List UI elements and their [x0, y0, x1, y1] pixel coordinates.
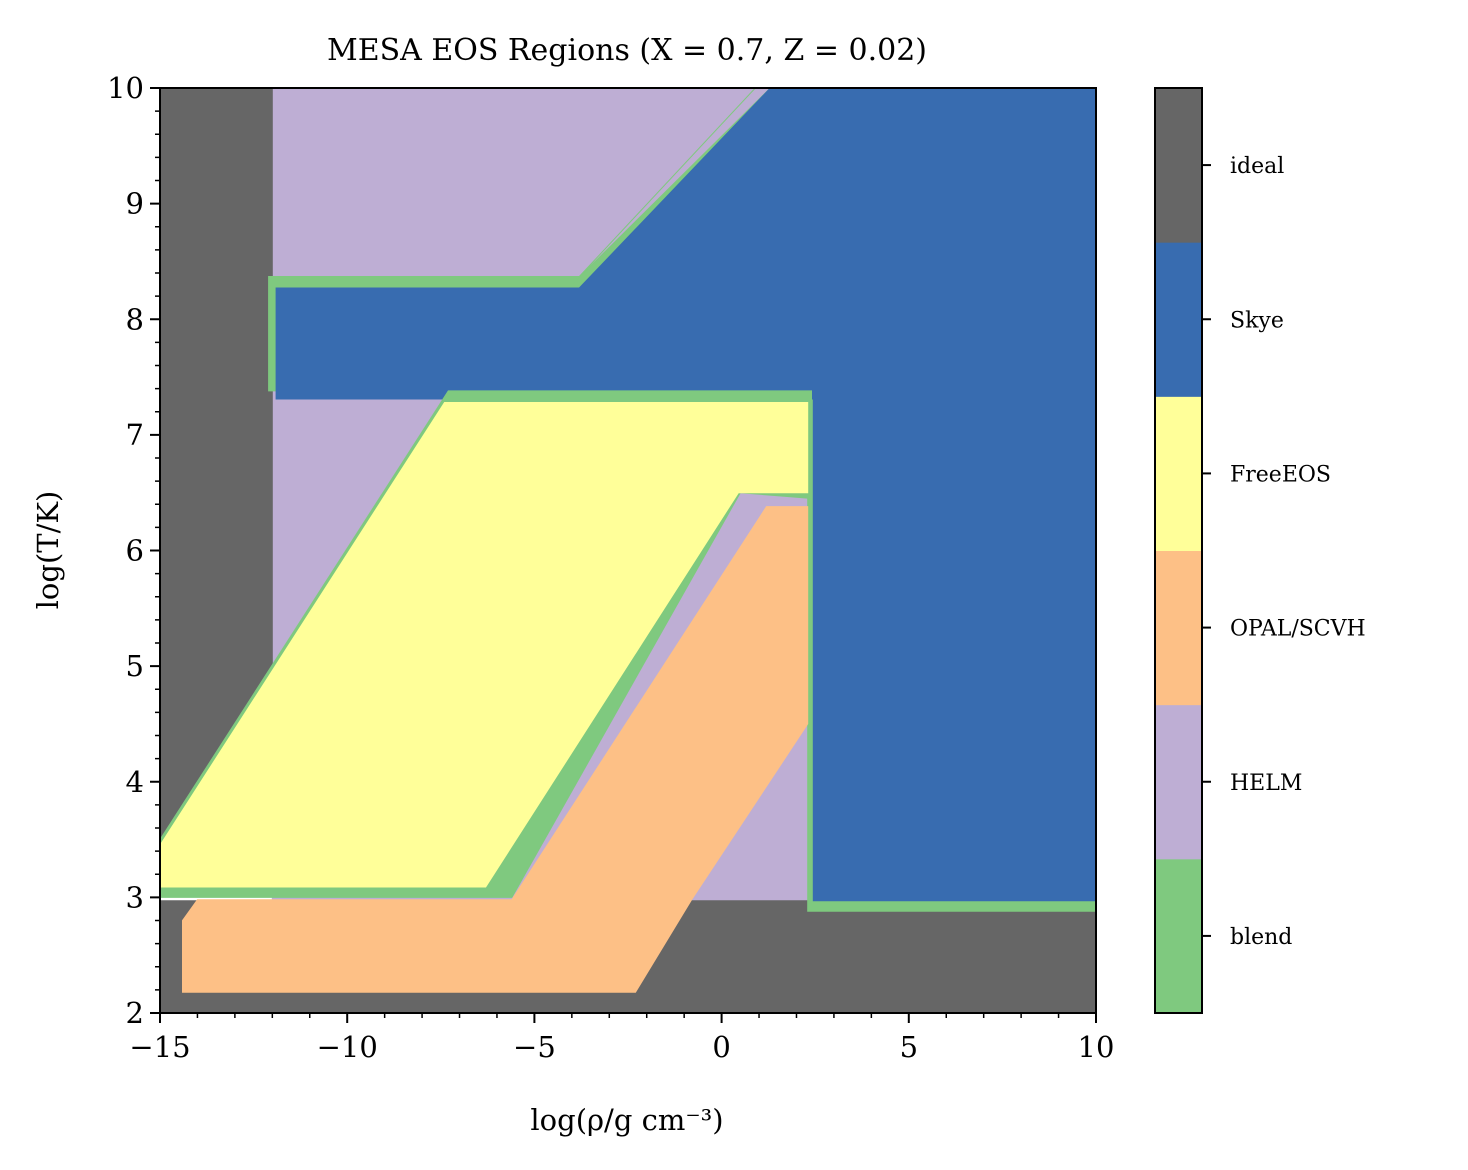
x-tick-label: −10	[317, 1030, 378, 1064]
colorbar-label: ideal	[1230, 154, 1284, 179]
chart-title: MESA EOS Regions (X = 0.7, Z = 0.02)	[327, 33, 927, 68]
colorbar-swatch-blend	[1155, 858, 1202, 1014]
colorbar-label: FreeEOS	[1230, 462, 1331, 487]
colorbar-swatch-helm	[1155, 704, 1202, 860]
region-skye-4	[275, 88, 1096, 902]
y-tick-label: 6	[126, 534, 144, 568]
y-tick-label: 2	[126, 996, 144, 1030]
y-tick-label: 3	[126, 880, 144, 914]
colorbar-label: blend	[1230, 925, 1292, 950]
colorbar-swatch-freeeos	[1155, 396, 1202, 551]
colorbar-swatch-ideal	[1155, 88, 1202, 243]
y-axis-label: log(T/K)	[31, 491, 65, 610]
y-tick-label: 4	[126, 765, 144, 799]
x-tick-label: −15	[129, 1030, 190, 1064]
colorbar-label: OPAL/SCVH	[1230, 617, 1366, 642]
colorbar-swatch-opal-scvh	[1155, 550, 1202, 706]
x-tick-label: −5	[513, 1030, 556, 1064]
x-tick-label: 0	[712, 1030, 730, 1064]
x-tick-label: 5	[900, 1030, 918, 1064]
colorbar-frame	[1154, 87, 1203, 1014]
x-axis-label: log(ρ/g cm⁻³)	[530, 1103, 723, 1137]
colorbar-swatch-skye	[1155, 242, 1202, 397]
x-tick-label: 10	[1078, 1030, 1115, 1064]
y-tick-label: 10	[107, 71, 144, 105]
y-tick-label: 9	[126, 187, 144, 221]
y-tick-label: 8	[126, 302, 144, 336]
region-opal-scvh-7	[182, 506, 809, 993]
axis-ticks: −15 −10 −5 0 5 10 2 3 4 5 6 7 8 9 10	[107, 71, 1114, 1064]
region-layer	[160, 88, 1096, 1013]
colorbar-label: HELM	[1230, 771, 1302, 796]
colorbar-label: Skye	[1230, 308, 1284, 333]
y-tick-label: 5	[126, 649, 144, 683]
y-tick-label: 7	[126, 418, 144, 452]
colorbar: blend HELM OPAL/SCVH FreeEOS Skye ideal	[1154, 87, 1366, 1014]
region-freeeos-6	[160, 402, 809, 888]
